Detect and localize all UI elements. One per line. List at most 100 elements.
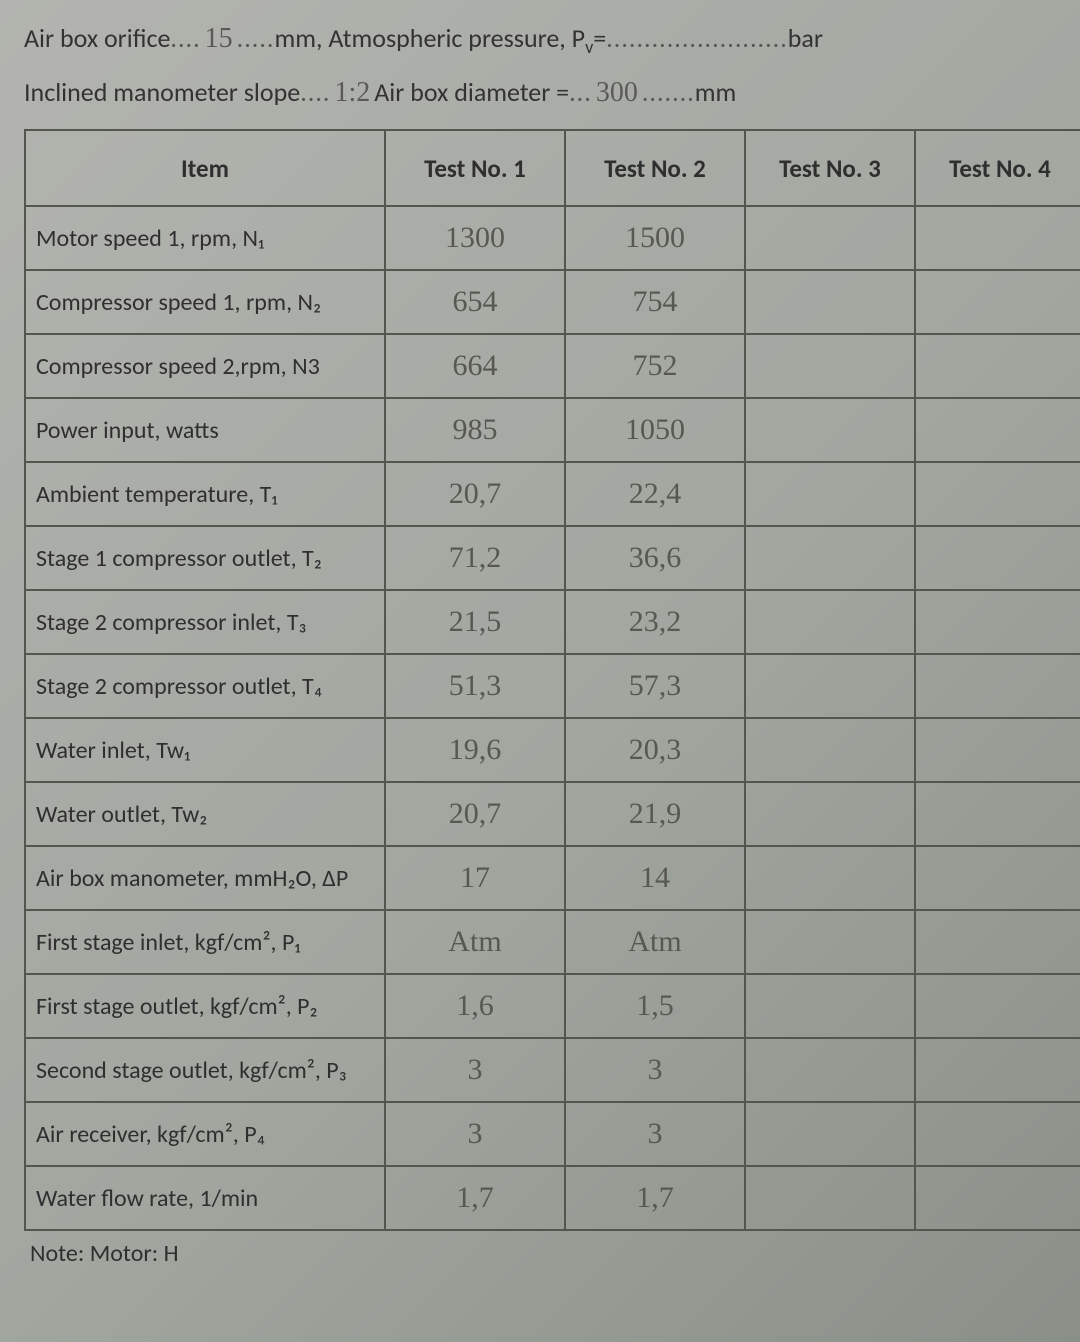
table-row: Stage 2 compressor inlet, T₃21,523,2 <box>25 590 1080 654</box>
value-test-3 <box>745 1102 915 1166</box>
value-test-2: 1,7 <box>565 1166 745 1230</box>
table-row: Water flow rate, 1/min1,71,7 <box>25 1166 1080 1230</box>
value-test-1: 20,7 <box>385 462 565 526</box>
value-test-2: 1500 <box>565 206 745 270</box>
value-test-3 <box>745 206 915 270</box>
value-test-4 <box>915 1166 1080 1230</box>
value-test-1: 21,5 <box>385 590 565 654</box>
value-test-4 <box>915 270 1080 334</box>
value-test-3 <box>745 974 915 1038</box>
table-row: Compressor speed 2,rpm, N3664752 <box>25 334 1080 398</box>
slope-label: Inclined manometer slope <box>24 76 300 108</box>
col-test-1: Test No. 1 <box>385 130 565 206</box>
item-label: Air receiver, kgf/cm², P₄ <box>25 1102 385 1166</box>
value-test-3 <box>745 846 915 910</box>
item-label: Second stage outlet, kgf/cm², P₃ <box>25 1038 385 1102</box>
table-row: Stage 1 compressor outlet, T₂71,236,6 <box>25 526 1080 590</box>
item-label: Stage 2 compressor inlet, T₃ <box>25 590 385 654</box>
item-label: Water flow rate, 1/min <box>25 1166 385 1230</box>
table-row: Second stage outlet, kgf/cm², P₃33 <box>25 1038 1080 1102</box>
table-row: Air receiver, kgf/cm², P₄33 <box>25 1102 1080 1166</box>
value-test-4 <box>915 654 1080 718</box>
value-test-1: 3 <box>385 1102 565 1166</box>
value-test-3 <box>745 782 915 846</box>
value-test-1: 1300 <box>385 206 565 270</box>
value-test-1: 19,6 <box>385 718 565 782</box>
table-row: Water outlet, Tw₂20,721,9 <box>25 782 1080 846</box>
value-test-1: 985 <box>385 398 565 462</box>
value-test-1: 71,2 <box>385 526 565 590</box>
value-test-1: 3 <box>385 1038 565 1102</box>
value-test-4 <box>915 910 1080 974</box>
value-test-2: 57,3 <box>565 654 745 718</box>
value-test-4 <box>915 462 1080 526</box>
dots: .... <box>170 22 200 54</box>
value-test-4 <box>915 526 1080 590</box>
airbox-label: Air box diameter = <box>374 76 569 108</box>
value-test-2: 1050 <box>565 398 745 462</box>
value-test-2: 36,6 <box>565 526 745 590</box>
orifice-label-pre: Air box orifice <box>24 22 170 54</box>
value-test-2: 23,2 <box>565 590 745 654</box>
col-item: Item <box>25 130 385 206</box>
value-test-1: 20,7 <box>385 782 565 846</box>
slope-value: 1:2 <box>330 77 374 109</box>
value-test-3 <box>745 334 915 398</box>
col-test-2: Test No. 2 <box>565 130 745 206</box>
table-row: First stage outlet, kgf/cm², P₂1,61,5 <box>25 974 1080 1038</box>
value-test-4 <box>915 974 1080 1038</box>
item-label: Water outlet, Tw₂ <box>25 782 385 846</box>
value-test-4 <box>915 1038 1080 1102</box>
atm-unit: bar <box>788 22 823 54</box>
header-line-2: Inclined manometer slope....1:2Air box d… <box>24 76 1056 109</box>
data-table: Item Test No. 1 Test No. 2 Test No. 3 Te… <box>24 129 1080 1231</box>
value-test-2: 14 <box>565 846 745 910</box>
value-test-2: 22,4 <box>565 462 745 526</box>
value-test-3 <box>745 526 915 590</box>
value-test-2: 1,5 <box>565 974 745 1038</box>
item-label: Water inlet, Tw₁ <box>25 718 385 782</box>
value-test-4 <box>915 1102 1080 1166</box>
value-test-2: Atm <box>565 910 745 974</box>
table-row: First stage inlet, kgf/cm², P₁AtmAtm <box>25 910 1080 974</box>
table-row: Power input, watts9851050 <box>25 398 1080 462</box>
value-test-2: 21,9 <box>565 782 745 846</box>
header-line-1: Air box orifice....15.....mm, Atmospheri… <box>24 22 1056 58</box>
item-label: Stage 2 compressor outlet, T₄ <box>25 654 385 718</box>
airbox-unit: mm <box>695 76 737 108</box>
dots: ........................ <box>606 22 788 54</box>
item-label: First stage inlet, kgf/cm², P₁ <box>25 910 385 974</box>
value-test-1: 17 <box>385 846 565 910</box>
value-test-4 <box>915 334 1080 398</box>
value-test-2: 752 <box>565 334 745 398</box>
table-row: Air box manometer, mmH₂O, ΔP1714 <box>25 846 1080 910</box>
airbox-value: 300 <box>592 77 642 109</box>
value-test-4 <box>915 590 1080 654</box>
value-test-3 <box>745 462 915 526</box>
value-test-3 <box>745 718 915 782</box>
item-label: Ambient temperature, T₁ <box>25 462 385 526</box>
item-label: Stage 1 compressor outlet, T₂ <box>25 526 385 590</box>
orifice-value: 15 <box>201 23 237 55</box>
value-test-4 <box>915 846 1080 910</box>
value-test-4 <box>915 206 1080 270</box>
item-label: Power input, watts <box>25 398 385 462</box>
table-row: Ambient temperature, T₁20,722,4 <box>25 462 1080 526</box>
value-test-1: 1,7 <box>385 1166 565 1230</box>
value-test-4 <box>915 718 1080 782</box>
value-test-1: 664 <box>385 334 565 398</box>
value-test-4 <box>915 398 1080 462</box>
col-test-4: Test No. 4 <box>915 130 1080 206</box>
col-test-3: Test No. 3 <box>745 130 915 206</box>
item-label: Air box manometer, mmH₂O, ΔP <box>25 846 385 910</box>
value-test-2: 754 <box>565 270 745 334</box>
value-test-1: 1,6 <box>385 974 565 1038</box>
footer-note: Note: Motor: H <box>24 1231 1056 1268</box>
value-test-1: 654 <box>385 270 565 334</box>
value-test-1: Atm <box>385 910 565 974</box>
value-test-2: 3 <box>565 1038 745 1102</box>
eq: = <box>593 22 606 54</box>
orifice-label-post: mm, Atmospheric pressure, P <box>274 22 585 54</box>
value-test-3 <box>745 1166 915 1230</box>
item-label: Compressor speed 1, rpm, N₂ <box>25 270 385 334</box>
